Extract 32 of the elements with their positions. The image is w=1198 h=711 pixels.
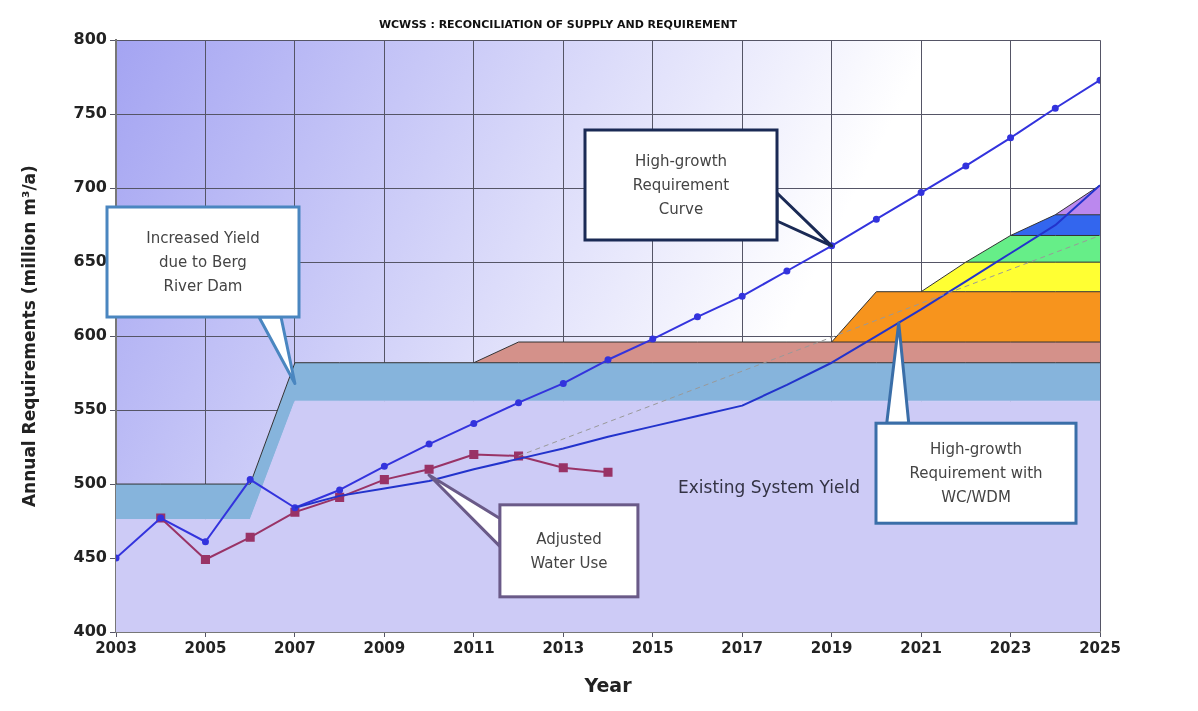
x-tick-label: 2019	[810, 638, 853, 657]
y-tick-label: 500	[73, 473, 107, 493]
annotation: Increased Yield due to Berg River Dam	[145, 228, 261, 297]
annotation: High-growth Requirement Curve	[631, 151, 731, 220]
chart-title: WCWSS : RECONCILIATION OF SUPPLY AND REQUIREMENT	[378, 18, 738, 32]
x-tick-label: 2023	[989, 638, 1032, 657]
y-tick-label: 700	[73, 177, 107, 197]
y-tick-label: 400	[73, 621, 107, 641]
x-tick-label: 2009	[363, 638, 406, 657]
y-axis-title: Annual Requirements (million m³/a)	[18, 165, 39, 508]
x-tick-label: 2003	[95, 638, 137, 657]
x-tick-label: 2017	[721, 638, 764, 657]
callout: Adjusted Water Use	[426, 472, 641, 600]
y-tick-label: 450	[73, 547, 107, 567]
x-tick-label: 2005	[184, 638, 227, 657]
y-tick-label: 750	[73, 103, 107, 123]
x-tick-label: 2021	[900, 638, 942, 657]
callout: High-growth Requirement with WC/WDM	[873, 319, 1079, 526]
y-tick-label: 800	[73, 29, 107, 49]
x-tick-label: 2025	[1079, 638, 1121, 657]
x-tick-label: 2007	[274, 638, 316, 657]
series-label: Existing System Yield	[678, 476, 861, 497]
x-tick-label: 2013	[542, 638, 585, 657]
x-axis-title: Year	[583, 673, 633, 696]
annotation: Adjusted Water Use	[529, 529, 609, 574]
y-tick-label: 650	[73, 251, 107, 271]
x-tick-label: 2015	[631, 638, 674, 657]
y-tick-label: 600	[73, 325, 107, 345]
y-tick-label: 550	[73, 399, 107, 419]
x-tick-label: 2011	[452, 638, 495, 657]
callout: High-growth Requirement Curve	[582, 127, 835, 249]
annotation: High-growth Requirement with WC/WDM	[908, 439, 1044, 508]
